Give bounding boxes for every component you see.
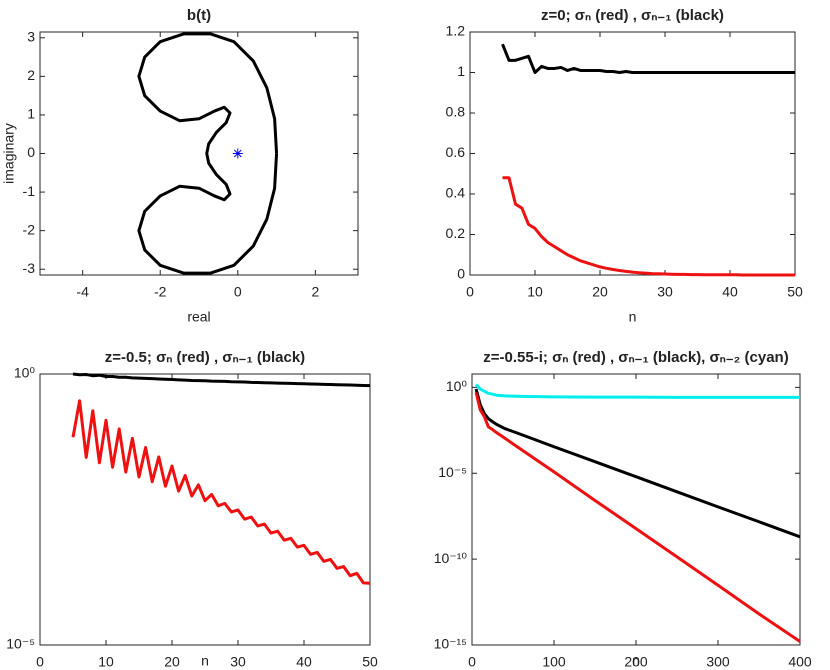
y-tick-label: 0.6 — [446, 144, 466, 160]
chart-title: b(t) — [187, 7, 211, 24]
x-tick-label: 100 — [542, 654, 566, 670]
x-tick-label: -4 — [76, 284, 89, 300]
axes-box — [39, 373, 371, 646]
x-tick-label: 10 — [98, 654, 114, 670]
marker — [232, 148, 243, 159]
y-tick-label: -1 — [23, 183, 36, 199]
data-line — [474, 392, 801, 643]
x-axis-label: real — [187, 309, 210, 325]
y-tick-label: 10⁰ — [446, 378, 468, 394]
x-tick-label: 10 — [527, 284, 543, 300]
x-tick-label: 40 — [722, 284, 738, 300]
x-tick-label: 0 — [36, 654, 44, 670]
chart-title: z=-0.55-i; σₙ (red) , σₙ₋₁ (black), σₙ₋₂… — [483, 349, 788, 366]
y-tick-label: -2 — [23, 221, 36, 237]
y-tick-label: 1.2 — [446, 23, 466, 39]
axes-box — [469, 31, 796, 276]
x-tick-label: 0 — [468, 654, 476, 670]
axes-box — [39, 31, 359, 276]
y-tick-label: 10⁻⁵ — [6, 636, 35, 652]
y-tick-label: 1 — [457, 63, 465, 79]
chart-title: z=0; σₙ (red) , σₙ₋₁ (black) — [541, 7, 724, 24]
x-tick-label: 20 — [164, 654, 180, 670]
x-tick-label: 400 — [788, 654, 812, 670]
data-line — [474, 388, 801, 539]
data-line — [137, 32, 279, 275]
x-tick-label: 20 — [592, 284, 608, 300]
x-tick-label: 200 — [624, 654, 648, 670]
y-tick-label: 0.8 — [446, 104, 466, 120]
x-tick-label: 50 — [787, 284, 803, 300]
x-tick-label: 50 — [362, 654, 378, 670]
x-tick-label: 40 — [296, 654, 312, 670]
x-axis-label: n — [629, 309, 637, 325]
y-tick-label: 1 — [27, 106, 35, 122]
y-tick-label: 0.4 — [446, 185, 466, 201]
x-tick-label: 300 — [706, 654, 730, 670]
y-tick-label: 0.2 — [446, 225, 466, 241]
x-tick-label: 2 — [311, 284, 319, 300]
y-tick-label: -3 — [23, 260, 36, 276]
data-line — [71, 399, 371, 585]
data-line — [72, 372, 371, 388]
x-axis-label: n — [201, 653, 209, 669]
x-tick-label: 0 — [466, 284, 474, 300]
y-axis-label: imaginary — [1, 123, 17, 184]
x-tick-label: -2 — [154, 284, 167, 300]
axes-box — [471, 373, 801, 646]
y-tick-label: 2 — [27, 67, 35, 83]
data-line — [474, 383, 800, 399]
y-tick-label: 10⁻⁵ — [438, 464, 467, 480]
data-line — [502, 176, 795, 277]
y-tick-label: 0 — [27, 144, 35, 160]
y-tick-label: 10⁻¹⁰ — [434, 550, 468, 566]
y-tick-label: 3 — [27, 28, 35, 44]
y-tick-label: 10⁻¹⁵ — [434, 636, 467, 652]
y-tick-label: 10⁰ — [14, 365, 36, 381]
x-axis-label: n — [632, 653, 640, 669]
x-tick-label: 0 — [234, 284, 242, 300]
chart-title: z=-0.5; σₙ (red) , σₙ₋₁ (black) — [105, 349, 305, 366]
data-line — [501, 43, 795, 74]
x-tick-label: 30 — [230, 654, 246, 670]
x-tick-label: 30 — [657, 284, 673, 300]
y-tick-label: 0 — [457, 266, 465, 282]
